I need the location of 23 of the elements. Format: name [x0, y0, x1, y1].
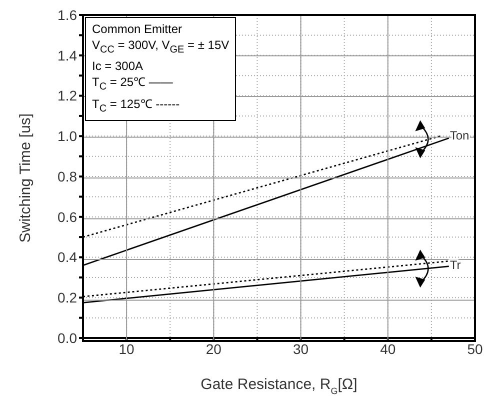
y-tick-label: 1.0: [58, 128, 78, 144]
y-tick-label: 1.6: [58, 6, 78, 23]
annotation: T$_{C}$ = 125℃ ------: [92, 96, 181, 116]
annotation: Ton: [450, 128, 470, 142]
annotation: T$_{C}$ = 25℃ ——: [92, 74, 174, 95]
annotation: V$_{CC}$ = 300V, V$_{GE}$ = ± 15V: [92, 37, 230, 58]
annotation: Tr: [450, 258, 461, 272]
y-tick-label: 1.2: [58, 88, 78, 104]
y-tick-label: 1.4: [58, 47, 78, 64]
y-tick-label: 0.8: [58, 168, 78, 184]
x-tick-label: 30: [292, 340, 309, 357]
annotation: Ic = 300A: [92, 58, 144, 74]
x-tick-label: 20: [206, 340, 222, 357]
y-tick-label: 0.4: [58, 249, 78, 266]
annotation: Common Emitter: [92, 21, 184, 37]
y-tick-label: 0.0: [58, 330, 78, 346]
x-tick-label: 10: [118, 340, 135, 357]
y-axis-title: Switching Time [us]: [17, 113, 34, 243]
x-tick-label: 40: [380, 340, 396, 357]
x-axis-title: Gate Resistance, R$_{G}$[Ω]: [200, 376, 358, 396]
y-tick-label: 0.6: [58, 208, 78, 225]
x-tick-label: 50: [467, 340, 483, 357]
y-tick-label: 0.2: [58, 290, 78, 306]
